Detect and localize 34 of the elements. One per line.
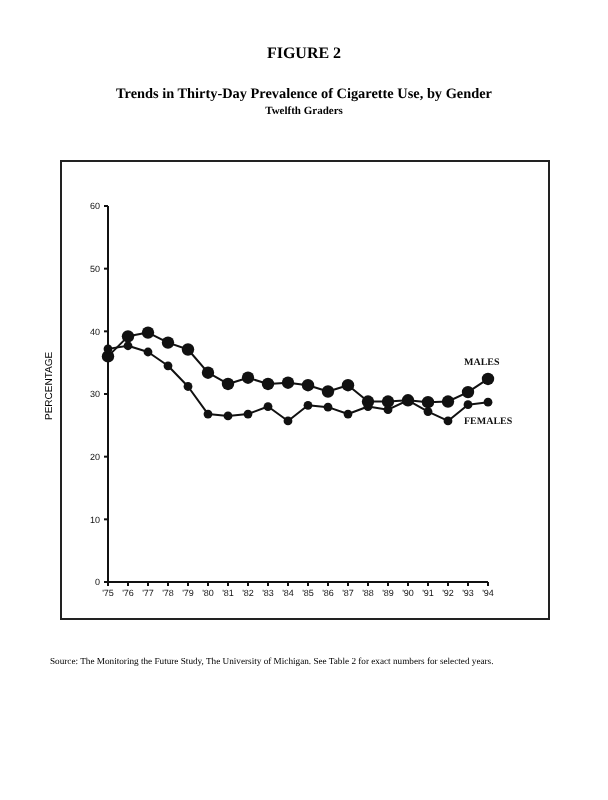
point: [483, 397, 493, 407]
point: [141, 326, 155, 339]
point: [163, 361, 173, 371]
point: [143, 347, 153, 357]
point: [283, 416, 293, 426]
point: [301, 379, 315, 392]
point: [341, 379, 355, 392]
point: [223, 411, 233, 421]
point: [281, 376, 295, 389]
point: [221, 377, 235, 391]
point: [261, 377, 275, 391]
point: [181, 343, 195, 356]
point: [343, 409, 353, 419]
point: [323, 402, 333, 412]
point: [263, 402, 273, 411]
point: [441, 395, 455, 408]
point: [201, 366, 215, 379]
point: [183, 382, 193, 391]
point: [243, 409, 253, 419]
point: [161, 336, 175, 349]
point: [421, 395, 435, 409]
caption: FIGURE 2: [264, 44, 344, 62]
point: [121, 330, 135, 343]
point: [383, 405, 393, 415]
point: [463, 400, 473, 410]
point: [481, 372, 495, 386]
point: [203, 409, 213, 419]
point: [423, 407, 433, 416]
point: [461, 385, 475, 399]
point: [241, 371, 255, 384]
point: [321, 385, 335, 398]
point: [123, 341, 133, 351]
point: [303, 400, 313, 410]
point: [443, 416, 453, 426]
